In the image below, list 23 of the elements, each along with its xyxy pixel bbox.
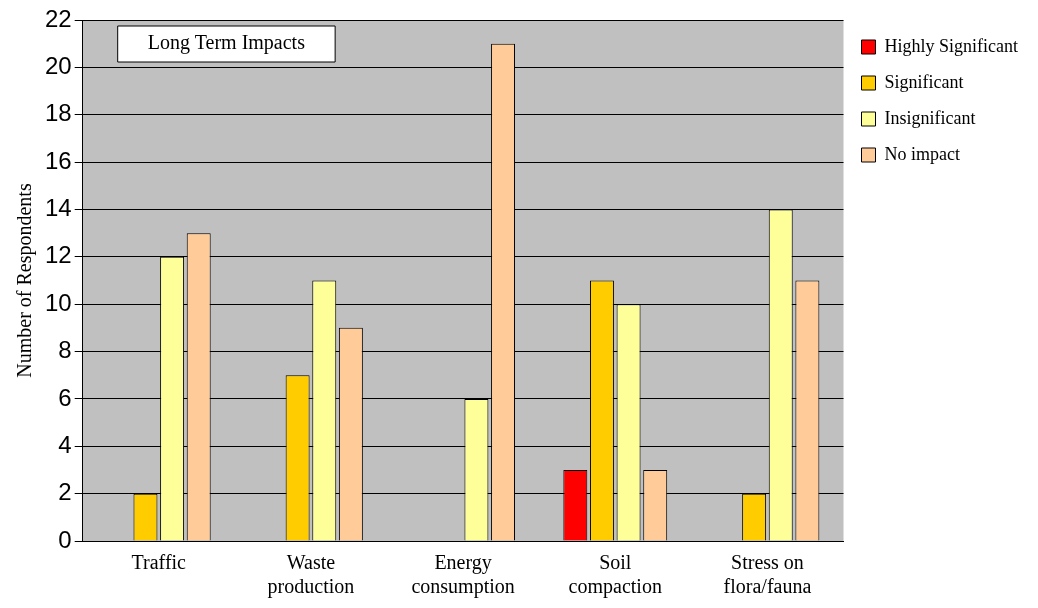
legend-label: Insignificant bbox=[884, 107, 976, 128]
y-tick-label: 6 bbox=[58, 383, 72, 411]
y-tick-label: 18 bbox=[44, 99, 72, 127]
y-tick-label: 10 bbox=[44, 288, 72, 316]
y-tick-label: 12 bbox=[44, 241, 72, 269]
y-tick-label: 16 bbox=[44, 146, 72, 174]
x-tick-label: Soil compaction bbox=[568, 551, 662, 599]
y-tick-label: 20 bbox=[44, 51, 72, 79]
legend-label: No impact bbox=[884, 143, 960, 164]
y-tick-label: 8 bbox=[58, 336, 72, 364]
y-tick-label: 0 bbox=[58, 525, 72, 553]
y-tick-label: 22 bbox=[44, 4, 72, 32]
y-tick-label: 14 bbox=[44, 194, 72, 222]
text: Long Term Impacts bbox=[147, 31, 306, 55]
legend-label: Significant bbox=[884, 71, 964, 92]
x-tick-label: Waste production bbox=[267, 551, 355, 599]
y-axis-title: Number of Respondents bbox=[13, 183, 37, 378]
x-tick-label: Traffic bbox=[131, 551, 187, 574]
y-tick-label: 4 bbox=[58, 430, 72, 458]
x-tick-label: Energy consumption bbox=[411, 551, 515, 599]
x-tick-label: Stress on flora/fauna bbox=[723, 551, 812, 598]
y-tick-label: 2 bbox=[58, 478, 72, 506]
legend-label: Highly Significant bbox=[884, 35, 1019, 56]
